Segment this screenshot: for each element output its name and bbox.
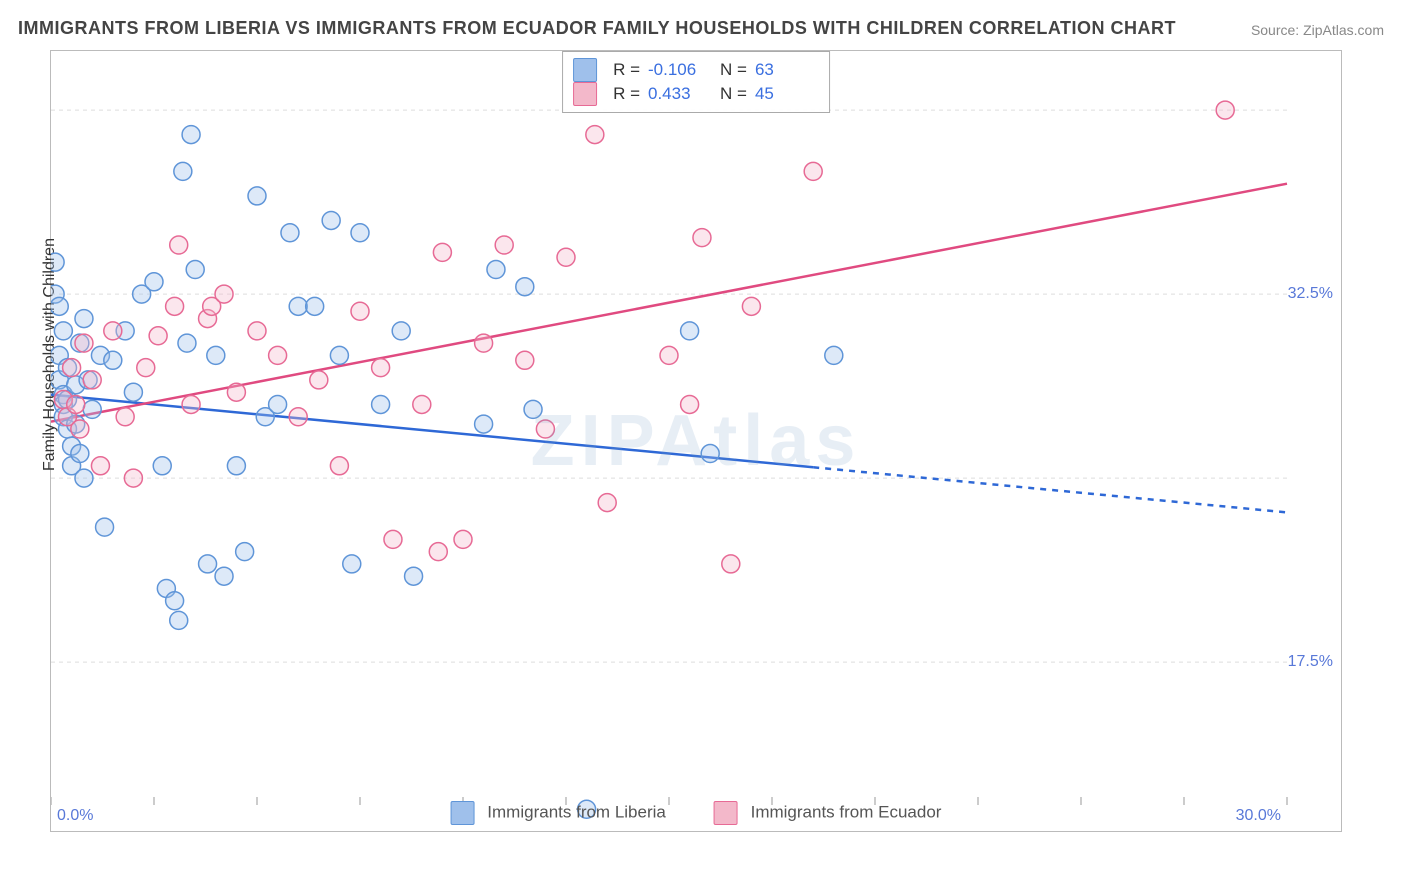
legend-swatch-liberia bbox=[451, 801, 475, 825]
scatter-chart-svg bbox=[51, 51, 1341, 831]
legend-swatch-ecuador bbox=[573, 82, 597, 106]
chart-plot-area: Family Households with Children ZIPAtlas… bbox=[50, 50, 1342, 832]
legend-row-liberia: R = -0.106 N = 63 bbox=[573, 58, 819, 82]
r-label: R = bbox=[613, 60, 640, 80]
legend-item-ecuador: Immigrants from Ecuador bbox=[714, 801, 942, 825]
legend-row-ecuador: R = 0.433 N = 45 bbox=[573, 82, 819, 106]
series-legend: Immigrants from Liberia Immigrants from … bbox=[451, 801, 942, 825]
n-value-ecuador: 45 bbox=[755, 84, 819, 104]
n-value-liberia: 63 bbox=[755, 60, 819, 80]
legend-item-liberia: Immigrants from Liberia bbox=[451, 801, 666, 825]
r-value-ecuador: 0.433 bbox=[648, 84, 712, 104]
y-tick-label: 32.5% bbox=[1288, 285, 1333, 303]
y-tick-label: 17.5% bbox=[1288, 653, 1333, 671]
correlation-legend: R = -0.106 N = 63 R = 0.433 N = 45 bbox=[562, 51, 830, 113]
legend-swatch-liberia bbox=[573, 58, 597, 82]
legend-label-ecuador: Immigrants from Ecuador bbox=[751, 802, 942, 821]
r-value-liberia: -0.106 bbox=[648, 60, 712, 80]
chart-title: IMMIGRANTS FROM LIBERIA VS IMMIGRANTS FR… bbox=[18, 18, 1176, 39]
legend-swatch-ecuador bbox=[714, 801, 738, 825]
n-label: N = bbox=[720, 84, 747, 104]
n-label: N = bbox=[720, 60, 747, 80]
source-attribution: Source: ZipAtlas.com bbox=[1251, 22, 1384, 38]
r-label: R = bbox=[613, 84, 640, 104]
x-tick-label: 0.0% bbox=[57, 807, 93, 825]
x-tick-label: 30.0% bbox=[1236, 807, 1281, 825]
legend-label-liberia: Immigrants from Liberia bbox=[487, 802, 666, 821]
